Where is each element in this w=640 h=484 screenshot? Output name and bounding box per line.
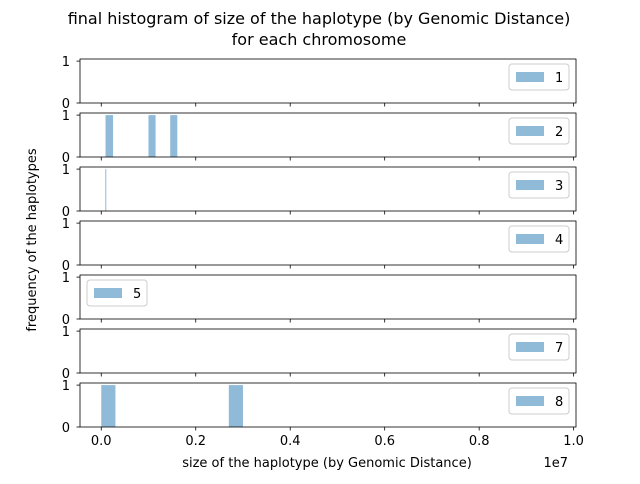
- panel-1: 0 1 1: [62, 55, 577, 112]
- y-tick-label-3-1: 1: [62, 163, 70, 178]
- x-tick-label-1: 0.2: [185, 434, 206, 449]
- y-tick-label-5-0: 0: [62, 313, 70, 328]
- legend-label-8: 8: [555, 395, 563, 410]
- legend-swatch-2: [516, 126, 544, 136]
- panel-frame-2: [79, 112, 577, 158]
- x-tick-label-5: 1.0: [563, 434, 584, 449]
- legend-swatch-5: [94, 288, 122, 298]
- legend-label-3: 3: [555, 179, 563, 194]
- legend-swatch-4: [516, 234, 544, 244]
- y-tick-label-2-1: 1: [62, 109, 70, 124]
- panel-2: 0 1 2: [62, 109, 577, 166]
- panel-5: 0 1 5: [62, 271, 577, 328]
- panel-4: 0 1 4: [62, 217, 577, 274]
- chart-title-line-1: final histogram of size of the haplotype…: [68, 9, 571, 28]
- y-tick-label-7-0: 0: [62, 367, 70, 382]
- y-tick-label-8-1: 1: [62, 379, 70, 394]
- panel-frame-8: [79, 382, 577, 428]
- bar-2-1: [148, 115, 156, 157]
- y-tick-label-7-1: 1: [62, 325, 70, 340]
- y-axis-label: frequency of the haplotypes: [25, 148, 40, 332]
- panel-frame-5: [79, 274, 577, 320]
- legend-label-4: 4: [555, 233, 563, 248]
- y-tick-label-4-0: 0: [62, 259, 70, 274]
- bar-3-0: [105, 169, 107, 211]
- panel-frame-1: [79, 58, 577, 104]
- bar-2-0: [105, 115, 114, 157]
- legend-swatch-3: [516, 180, 544, 190]
- panel-3: 0 1 3: [62, 163, 577, 220]
- panel-frame-4: [79, 220, 577, 266]
- panel-frame-7: [79, 328, 577, 374]
- bar-2-2: [170, 115, 178, 157]
- legend-label-1: 1: [555, 71, 563, 86]
- y-tick-label-3-0: 0: [62, 205, 70, 220]
- y-tick-label-8-0: 0: [62, 421, 70, 436]
- y-tick-label-5-1: 1: [62, 271, 70, 286]
- bar-8-1: [228, 385, 243, 427]
- y-tick-label-1-1: 1: [62, 55, 70, 70]
- y-tick-label-4-1: 1: [62, 217, 70, 232]
- legend-label-2: 2: [555, 125, 563, 140]
- x-axis-label: size of the haplotype (by Genomic Distan…: [182, 456, 472, 471]
- panel-frame-3: [79, 166, 577, 212]
- legend-swatch-8: [516, 396, 544, 406]
- panel-8: 0 1 8: [62, 379, 577, 436]
- panel-7: 0 1 7: [62, 325, 577, 382]
- x-tick-label-0: 0.0: [91, 434, 112, 449]
- bar-8-0: [101, 385, 116, 427]
- x-tick-label-4: 0.8: [469, 434, 490, 449]
- y-tick-label-1-0: 0: [62, 97, 70, 112]
- x-tick-label-2: 0.4: [280, 434, 301, 449]
- chart-title-line-2: for each chromosome: [232, 30, 407, 49]
- legend-label-5: 5: [133, 287, 141, 302]
- x-tick-label-3: 0.6: [374, 434, 395, 449]
- y-tick-label-2-0: 0: [62, 151, 70, 166]
- x-axis-offset-label: 1e7: [543, 456, 568, 471]
- legend-swatch-1: [516, 72, 544, 82]
- legend-label-7: 7: [555, 341, 563, 356]
- legend-swatch-7: [516, 342, 544, 352]
